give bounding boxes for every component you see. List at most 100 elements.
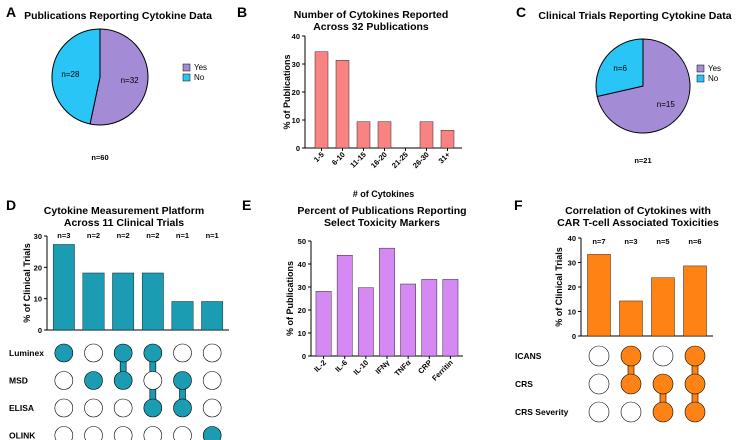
x-tick-label: 26-30 — [411, 150, 431, 170]
panel-letter-e: E — [242, 197, 251, 213]
x-tick-label: 11-15 — [348, 150, 368, 170]
panel-letter-b: B — [237, 4, 247, 20]
matrix-dot-empty — [173, 426, 192, 440]
bar — [358, 287, 374, 357]
x-tick-label: IL-10 — [352, 358, 371, 377]
matrix-dot-empty — [652, 345, 674, 367]
bar — [683, 265, 707, 337]
y-tick-label: 10 — [568, 308, 576, 317]
pie-slice-label: n=32 — [121, 76, 140, 85]
n-label: n=5 — [656, 237, 669, 246]
matrix-dot-filled — [113, 343, 133, 363]
y-tick-label: 30 — [568, 259, 576, 268]
y-tick-label: 30 — [34, 232, 42, 241]
y-tick-label: 20 — [34, 263, 42, 272]
x-tick-label: IL-2 — [312, 358, 328, 374]
y-tick-label: 0 — [572, 332, 576, 341]
n-label: n=1 — [206, 231, 219, 240]
bar — [419, 121, 434, 149]
x-tick-label: Ferritin — [430, 358, 455, 383]
legend-swatch-no — [182, 73, 191, 82]
bar — [587, 254, 611, 337]
y-tick-label: 30 — [292, 60, 300, 69]
matrix-dot-empty — [588, 373, 610, 395]
bar — [421, 279, 438, 357]
matrix-dot-empty — [202, 343, 222, 363]
matrix-dot-empty — [143, 371, 163, 390]
chart-title-line: Across 11 Clinical Trials — [64, 217, 184, 229]
x-tick-label: IL-6 — [333, 358, 349, 374]
y-axis-label: % of Publications — [285, 261, 295, 336]
chart-title-line: Percent of Publications Reporting — [297, 205, 466, 217]
matrix-dot-empty — [54, 426, 74, 440]
matrix-row-label: OLINK — [9, 431, 36, 440]
x-tick-label: 1-5 — [312, 150, 326, 164]
matrix-dot-empty — [54, 371, 74, 390]
x-tick-label: 31+ — [437, 150, 453, 166]
bar — [112, 272, 135, 331]
y-tick-label: 0 — [302, 352, 306, 361]
chart-title-line: Number of Cytokines Reported — [294, 9, 449, 21]
y-tick-label: 0 — [38, 326, 42, 335]
matrix-row-label: CRS Severity — [515, 407, 569, 417]
chart-title: Publications Reporting Cytokine Data — [24, 10, 212, 22]
bar — [377, 121, 392, 149]
legend-label-yes: Yes — [194, 63, 207, 72]
chart-title-line: Across 32 Publications — [313, 21, 429, 33]
bar — [201, 301, 224, 331]
matrix-dot-empty — [143, 426, 163, 440]
matrix-dot-empty — [84, 426, 103, 440]
chart-title-line: Select Toxicity Markers — [324, 217, 440, 229]
n-label: n=6 — [688, 237, 701, 246]
matrix-dot-filled — [202, 426, 222, 440]
y-tick-label: 10 — [34, 295, 42, 304]
legend-swatch-no — [696, 74, 705, 83]
panel-letter-d: D — [6, 197, 16, 213]
y-tick-label: 20 — [298, 306, 306, 315]
chart-title-line: CAR T-cell Associated Toxicities — [557, 217, 719, 229]
matrix-row-label: ELISA — [9, 403, 34, 413]
legend-label-no: No — [708, 74, 719, 83]
legend-swatch-yes — [182, 63, 191, 72]
matrix-dot-filled — [113, 371, 133, 390]
matrix-dot-empty — [202, 398, 222, 418]
panel-letter-f: F — [514, 197, 523, 213]
bar — [379, 247, 395, 357]
matrix-dot-empty — [113, 398, 133, 418]
y-tick-label: 40 — [292, 32, 300, 41]
legend-label-yes: Yes — [708, 64, 721, 73]
bar — [82, 272, 105, 331]
n-label: n=1 — [176, 231, 189, 240]
panel-a-pie: Publications Reporting Cytokine Data n=32… — [24, 10, 212, 162]
legend-swatch-yes — [696, 64, 705, 73]
x-tick-label: 21-25 — [390, 150, 410, 170]
y-tick-label: 10 — [292, 116, 300, 125]
y-axis-label: % of Publications — [282, 54, 292, 129]
y-tick-label: 50 — [298, 237, 306, 246]
y-tick-label: 0 — [296, 144, 300, 153]
matrix-dot-filled — [652, 401, 674, 423]
matrix-dot-filled — [652, 373, 674, 395]
bar — [336, 255, 353, 357]
x-tick-label: IFNγ — [374, 357, 392, 375]
matrix-dot-empty — [202, 371, 222, 390]
n-label: n=3 — [57, 231, 70, 240]
bar — [315, 291, 332, 357]
bar — [141, 272, 164, 331]
matrix-row-label: Luminex — [9, 348, 44, 358]
matrix-dot-filled — [620, 373, 642, 395]
n-label: n=2 — [87, 231, 100, 240]
matrix-dot-empty — [588, 401, 610, 423]
y-tick-label: 20 — [292, 88, 300, 97]
y-tick-label: 40 — [568, 234, 576, 243]
matrix-dot-filled — [684, 373, 706, 395]
x-tick-label: 6-10 — [330, 150, 347, 167]
matrix-dot-empty — [84, 343, 103, 363]
matrix-dot-filled — [620, 345, 642, 367]
n-label: n=2 — [117, 231, 130, 240]
bar — [356, 121, 371, 149]
matrix-dot-filled — [54, 343, 74, 363]
x-tick-label: TNFα — [393, 358, 413, 378]
